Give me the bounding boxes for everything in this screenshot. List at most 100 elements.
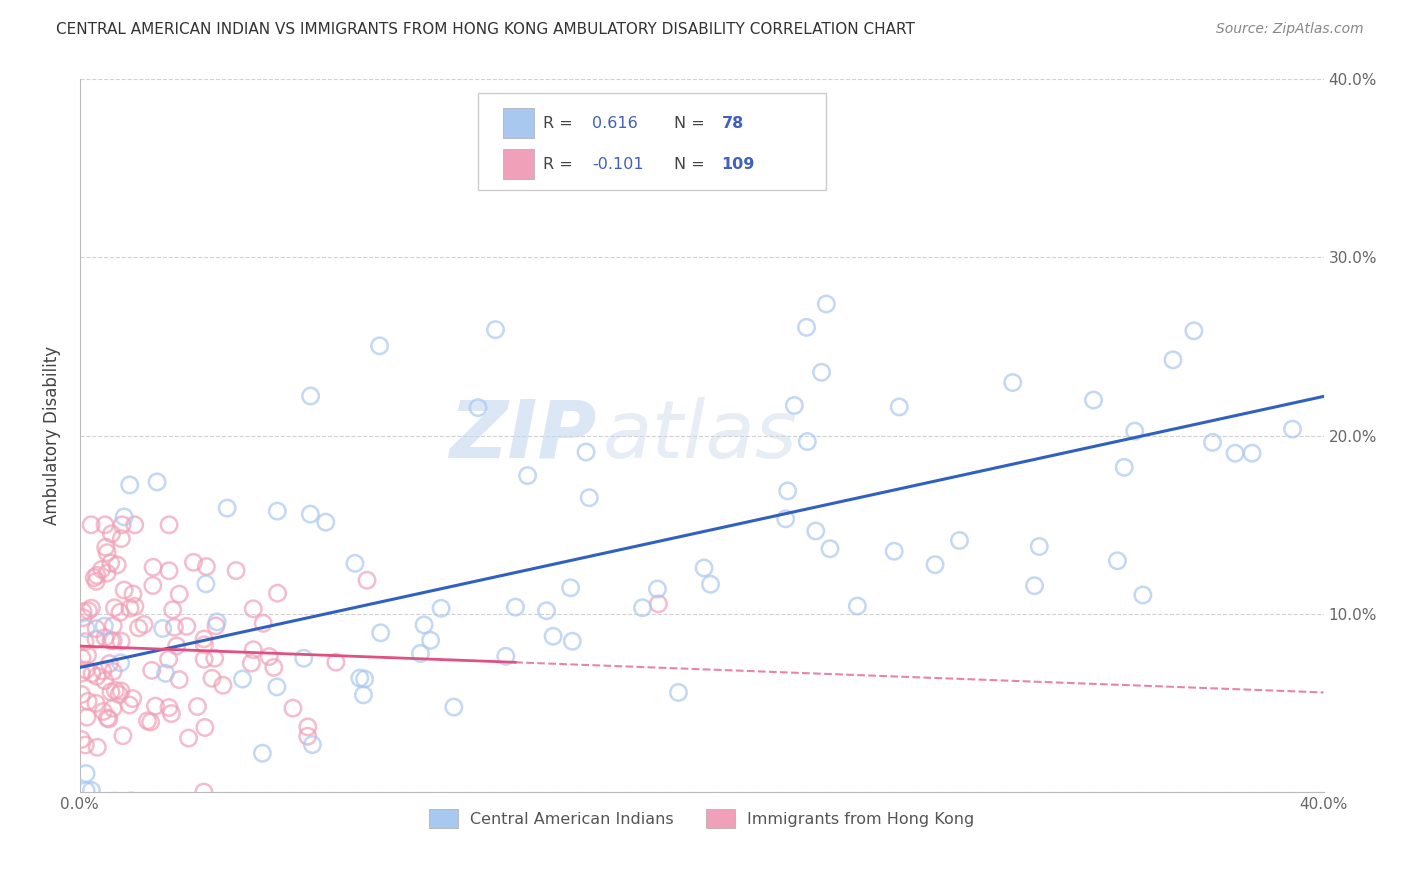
Point: [122, 587, 145, 601]
Point: [70, 651, 93, 665]
Point: [72, 605, 94, 619]
Point: [104, 683, 127, 698]
Point: [167, 673, 190, 687]
Point: [94, 540, 117, 554]
Point: [1114, 460, 1136, 475]
Text: N =: N =: [675, 116, 710, 131]
Point: [103, 600, 125, 615]
Point: [75, 663, 97, 677]
Point: [80, 517, 103, 532]
Point: [112, 509, 135, 524]
Point: [301, 738, 323, 752]
FancyBboxPatch shape: [478, 94, 827, 189]
Point: [225, 564, 247, 578]
Text: 0.616: 0.616: [592, 116, 638, 131]
Point: [1083, 393, 1105, 408]
Point: [889, 400, 911, 414]
Point: [353, 688, 375, 702]
Point: [541, 629, 564, 643]
Point: [368, 339, 391, 353]
Point: [90, 562, 112, 576]
Point: [108, 688, 131, 702]
Point: [266, 586, 288, 600]
Point: [97, 712, 120, 726]
Point: [575, 445, 598, 459]
Point: [73, 634, 96, 648]
Point: [409, 647, 432, 661]
Point: [142, 578, 165, 592]
Point: [177, 731, 200, 745]
Point: [84, 574, 107, 589]
Point: [353, 672, 375, 686]
Point: [240, 656, 263, 670]
Point: [263, 660, 285, 674]
Point: [157, 652, 180, 666]
Point: [536, 604, 558, 618]
Point: [91, 664, 114, 678]
Point: [91, 705, 114, 719]
Point: [193, 632, 215, 646]
Point: [157, 700, 180, 714]
Point: [883, 544, 905, 558]
Point: [924, 558, 946, 572]
Point: [75, 766, 97, 780]
Point: [1201, 435, 1223, 450]
Point: [578, 491, 600, 505]
Point: [110, 684, 132, 698]
Point: [100, 556, 122, 570]
Text: 78: 78: [721, 116, 744, 131]
Point: [186, 699, 208, 714]
Point: [75, 783, 97, 797]
Point: [72, 610, 94, 624]
Point: [94, 517, 117, 532]
Text: N =: N =: [675, 157, 710, 172]
Point: [70, 688, 93, 702]
Point: [142, 560, 165, 574]
Point: [495, 649, 517, 664]
Point: [112, 583, 135, 598]
Point: [110, 656, 132, 670]
Point: [505, 600, 527, 615]
Point: [157, 517, 180, 532]
Point: [100, 685, 122, 699]
Point: [96, 546, 118, 560]
Point: [231, 672, 253, 686]
FancyBboxPatch shape: [503, 149, 534, 179]
Point: [299, 389, 322, 403]
Point: [356, 573, 378, 587]
Point: [194, 577, 217, 591]
Point: [100, 526, 122, 541]
Point: [796, 320, 818, 334]
Text: Source: ZipAtlas.com: Source: ZipAtlas.com: [1216, 22, 1364, 37]
Point: [370, 625, 392, 640]
Point: [84, 622, 107, 636]
Point: [100, 633, 122, 648]
Point: [343, 557, 366, 571]
Point: [818, 541, 841, 556]
Point: [104, 794, 127, 808]
Point: [141, 664, 163, 678]
Point: [1001, 376, 1024, 390]
Point: [1241, 446, 1264, 460]
Point: [121, 794, 143, 808]
Text: 109: 109: [721, 157, 755, 172]
Text: ZIP: ZIP: [449, 397, 596, 475]
Point: [124, 517, 146, 532]
Point: [1132, 588, 1154, 602]
Point: [1107, 554, 1129, 568]
Point: [205, 615, 228, 629]
Point: [315, 515, 337, 529]
Point: [775, 512, 797, 526]
Point: [467, 401, 489, 415]
Point: [776, 483, 799, 498]
Point: [136, 714, 159, 728]
Point: [693, 561, 716, 575]
Point: [846, 599, 869, 613]
Point: [281, 701, 304, 715]
Point: [76, 710, 98, 724]
Point: [77, 694, 100, 708]
Point: [194, 721, 217, 735]
Point: [80, 601, 103, 615]
Point: [242, 642, 264, 657]
Point: [121, 691, 143, 706]
